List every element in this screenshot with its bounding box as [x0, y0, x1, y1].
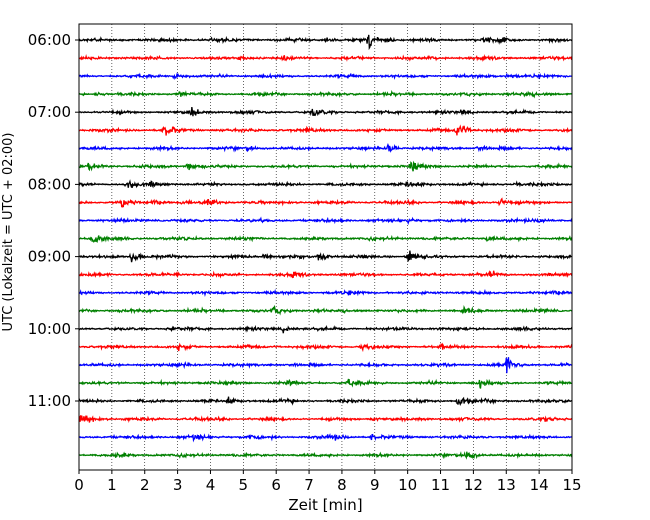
- x-tick-label: 7: [304, 476, 314, 494]
- trace-06:30: [79, 72, 572, 80]
- y-axis-ticks: 06:00 07:00 08:00 09:00 10:00 11:00: [28, 31, 79, 410]
- trace-10:15: [79, 342, 572, 353]
- trace-06:15: [79, 54, 572, 63]
- x-tick-label: 0: [74, 476, 84, 494]
- y-tick-label: 06:00: [28, 31, 71, 49]
- x-tick-label: 12: [464, 476, 483, 494]
- y-tick-label: 07:00: [28, 103, 71, 121]
- x-tick-label: 11: [431, 476, 450, 494]
- trace-11:30: [79, 433, 572, 443]
- plot-frame: [78, 23, 573, 471]
- trace-06:45: [79, 89, 572, 99]
- trace-08:15: [79, 197, 572, 208]
- trace-10:45: [79, 378, 572, 389]
- trace-10:30: [79, 357, 572, 374]
- x-tick-label: 15: [562, 476, 581, 494]
- x-tick-label: 13: [497, 476, 516, 494]
- x-tick-label: 2: [140, 476, 150, 494]
- x-tick-label: 8: [337, 476, 347, 494]
- trace-06:00: [79, 34, 572, 51]
- trace-08:00: [79, 179, 572, 189]
- trace-11:45: [79, 451, 572, 460]
- grid-lines: [111, 24, 540, 470]
- trace-07:30: [79, 143, 572, 153]
- y-axis-label: UTC (Lokalzeit = UTC + 02:00): [1, 133, 16, 332]
- trace-09:45: [79, 304, 572, 316]
- trace-09:00: [79, 250, 572, 263]
- trace-08:30: [79, 216, 572, 226]
- x-tick-label: 4: [206, 476, 216, 494]
- y-tick-label: 10:00: [28, 320, 71, 338]
- x-tick-label: 10: [398, 476, 417, 494]
- x-axis-label: Zeit [min]: [288, 496, 362, 514]
- seismic-traces: [79, 34, 572, 460]
- trace-11:15: [79, 414, 572, 423]
- y-tick-label: 11:00: [28, 392, 71, 410]
- trace-09:15: [79, 269, 572, 279]
- x-tick-label: 3: [173, 476, 183, 494]
- y-tick-label: 08:00: [28, 175, 71, 193]
- trace-09:30: [79, 288, 572, 297]
- trace-11:00: [79, 396, 572, 407]
- trace-07:15: [79, 124, 572, 136]
- trace-10:00: [79, 324, 572, 334]
- trace-07:45: [79, 160, 572, 172]
- x-tick-label: 1: [107, 476, 117, 494]
- x-tick-label: 14: [530, 476, 549, 494]
- x-axis-ticks: 0 1 2 3 4 5 6 7 8 9 10 11 12 13 14 15: [74, 470, 582, 494]
- x-tick-label: 9: [370, 476, 380, 494]
- trace-08:45: [79, 234, 572, 244]
- x-tick-label: 5: [239, 476, 249, 494]
- trace-07:00: [79, 107, 572, 117]
- x-tick-label: 6: [271, 476, 281, 494]
- y-tick-label: 09:00: [28, 248, 71, 266]
